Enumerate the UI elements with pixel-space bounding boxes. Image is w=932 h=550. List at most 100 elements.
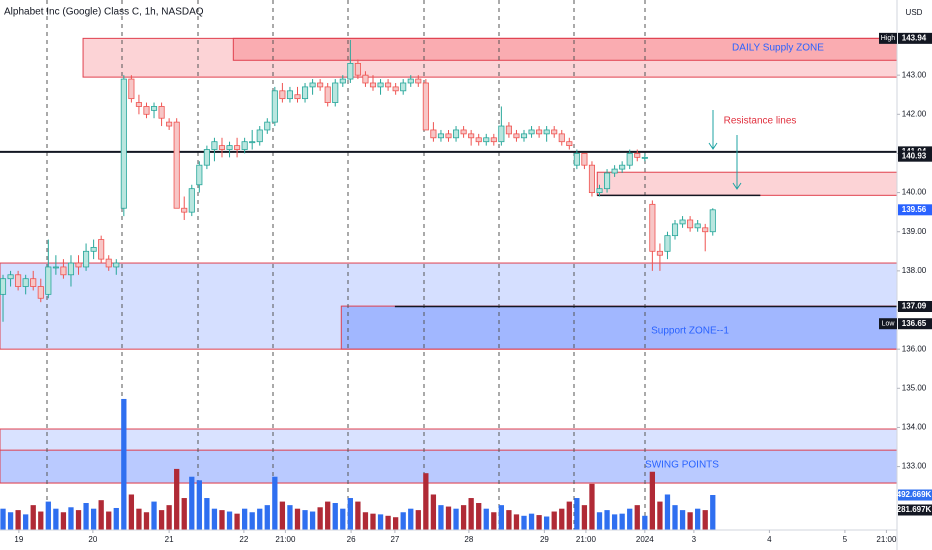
volume-bar: [460, 505, 467, 530]
volume-bar: [204, 498, 210, 530]
candle-body: [566, 141, 573, 147]
price-tag: [898, 489, 932, 501]
candle-body: [234, 145, 241, 150]
candle-body: [694, 223, 701, 229]
volume-bar: [181, 498, 187, 530]
price-tag-name: High: [881, 35, 896, 42]
y-tick-label: 143.00: [902, 70, 927, 79]
time-axis: [0, 530, 897, 550]
candle-body: [407, 78, 414, 84]
candle-body: [679, 219, 686, 225]
volume-bar: [113, 507, 119, 530]
volume-bar: [143, 512, 150, 530]
candle-body: [445, 133, 452, 139]
candle-body: [369, 82, 377, 88]
candle-body: [687, 219, 694, 229]
volume-bar: [370, 513, 376, 530]
candle-body: [203, 149, 210, 166]
candle-body: [324, 86, 331, 103]
y-tick-label: 140.00: [902, 188, 927, 197]
y-tick-label: 133.00: [902, 462, 927, 471]
candle-body: [385, 82, 392, 88]
volume-bar: [649, 471, 656, 530]
price-tag-label: 281.697K: [897, 505, 932, 514]
volume-bar: [589, 483, 595, 530]
candle-body: [294, 94, 301, 100]
y-tick-label: 139.00: [902, 227, 927, 236]
candle-body: [279, 90, 286, 100]
candle-body: [30, 278, 37, 287]
volume-bar: [166, 505, 172, 530]
price-tag-name-box: [879, 32, 897, 44]
volume-bar: [551, 511, 557, 530]
candle-body: [377, 82, 384, 88]
candle-body: [181, 207, 188, 213]
volume-bar: [362, 512, 369, 530]
volume-bar: [211, 508, 218, 530]
volume-bar: [332, 503, 338, 530]
volume-bar: [317, 507, 323, 530]
zone: [596, 171, 898, 196]
x-tick-label: 28: [464, 535, 473, 544]
x-tick-label: 2024: [636, 535, 654, 544]
candle-body: [22, 278, 29, 287]
volume-bar: [619, 513, 625, 530]
candle-body: [309, 82, 316, 88]
volume-bar: [627, 508, 633, 530]
volume-bar: [158, 510, 165, 530]
y-tick-label: 142.00: [902, 109, 927, 118]
candle-body: [513, 133, 520, 139]
x-tick-label: 4: [767, 535, 772, 544]
candle-body: [158, 106, 165, 119]
candle-body: [604, 172, 611, 190]
candle-body: [90, 246, 97, 252]
volume-bar: [219, 510, 225, 530]
candle-body: [415, 78, 422, 84]
candle-body: [120, 78, 127, 209]
candles: [0, 39, 716, 322]
volume-bar: [687, 512, 693, 530]
candle-body: [196, 164, 203, 186]
volume-bar: [151, 501, 157, 530]
candle-body: [256, 129, 263, 143]
candle-body: [241, 141, 248, 150]
price-tag: [898, 318, 932, 330]
volume-bar: [438, 505, 444, 530]
volume-bar: [393, 517, 399, 530]
volume-bar: [423, 473, 429, 530]
volume-bar: [400, 512, 406, 530]
volume-bar: [536, 515, 542, 530]
candle-body: [218, 145, 226, 150]
volume-bar: [453, 508, 459, 530]
candle-body: [588, 164, 596, 193]
candle-body: [45, 266, 52, 295]
candle-body: [437, 133, 444, 139]
candle-body: [105, 258, 112, 268]
candle-body: [709, 209, 716, 233]
volume-bar: [506, 510, 512, 530]
candle-body: [664, 235, 671, 252]
candle-body: [558, 133, 565, 143]
volume-bar: [106, 511, 112, 530]
x-tick-label: 21:00: [876, 535, 897, 544]
volume-bar: [189, 476, 195, 530]
volume-bar: [287, 505, 293, 530]
candle-body: [626, 153, 633, 166]
candle-body: [52, 266, 59, 269]
candle-body: [264, 121, 271, 131]
volume-bar: [272, 476, 278, 530]
y-tick-label: 136.00: [902, 344, 927, 353]
candle-body: [143, 106, 150, 115]
volume-bar: [559, 508, 565, 530]
candle-body: [422, 82, 429, 131]
candle-body: [354, 63, 361, 76]
candle-body: [702, 227, 709, 233]
volume-bar: [657, 501, 663, 530]
candle-body: [135, 102, 142, 107]
y-tick-label: 134.00: [902, 423, 927, 432]
price-tag: [898, 204, 932, 216]
volume-bar: [385, 515, 391, 530]
volume-bar: [257, 508, 263, 530]
price-axis: [897, 0, 932, 550]
